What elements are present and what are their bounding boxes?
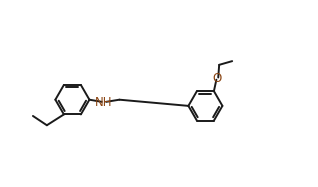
- Text: O: O: [212, 72, 222, 85]
- Text: NH: NH: [94, 96, 112, 109]
